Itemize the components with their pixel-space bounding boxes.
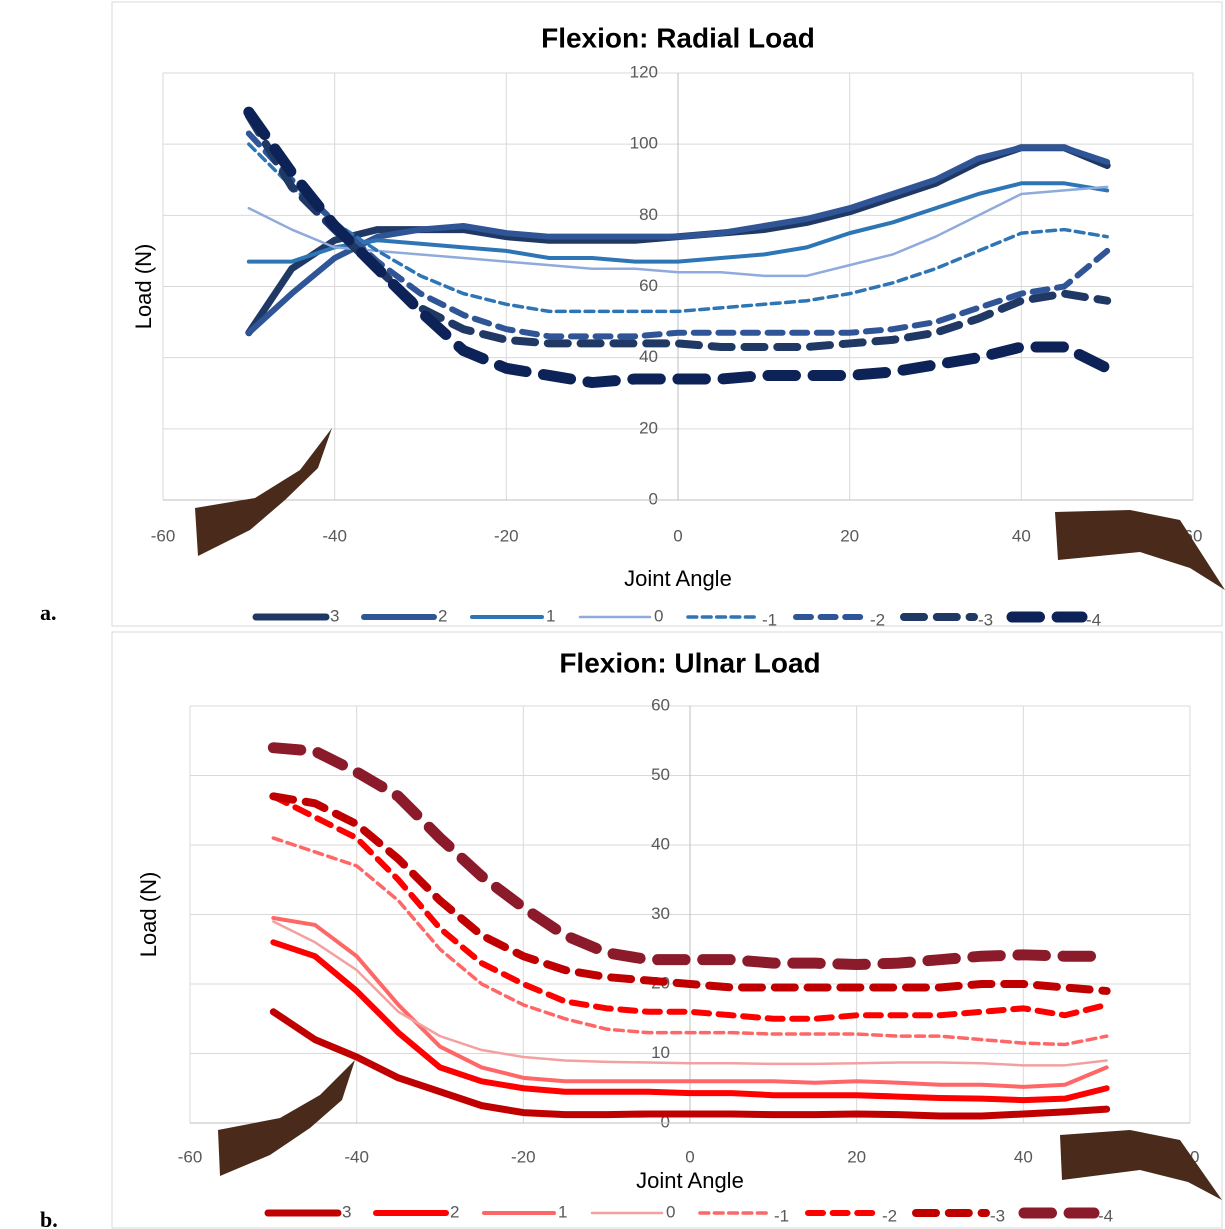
- y-tick-label: 30: [651, 904, 670, 923]
- legend-label: -4: [1086, 610, 1101, 629]
- y-tick-label: 80: [639, 205, 658, 224]
- y-axis-title: Load (N): [136, 872, 161, 958]
- y-tick-label: 40: [651, 834, 670, 853]
- y-tick-label: 0: [649, 489, 658, 508]
- legend-label: 3: [342, 1202, 351, 1221]
- hand-icon: [1055, 510, 1225, 590]
- legend-label: 2: [450, 1202, 459, 1221]
- series-line: [270, 793, 1110, 1022]
- x-tick-label: -60: [178, 1147, 203, 1166]
- x-axis-title: Joint Angle: [636, 1168, 744, 1193]
- series-line: [267, 742, 1113, 971]
- series-line: [247, 185, 1109, 278]
- legend-label: -3: [990, 1206, 1005, 1225]
- y-tick-label: 60: [639, 276, 658, 295]
- y-tick-label: 20: [639, 418, 658, 437]
- y-axis-title: Load (N): [131, 244, 156, 330]
- x-tick-label: 40: [1012, 526, 1031, 545]
- legend-label: -3: [978, 610, 993, 629]
- hand-icon: [195, 428, 332, 556]
- legend-label: -4: [1098, 1206, 1113, 1225]
- y-tick-label: 120: [630, 62, 658, 81]
- legend-label: 3: [330, 606, 339, 625]
- y-tick-label: 50: [651, 765, 670, 784]
- x-tick-label: -40: [344, 1147, 369, 1166]
- legend-label: 0: [654, 606, 663, 625]
- chart-frame: [111, 1, 1223, 627]
- x-tick-label: 40: [1014, 1147, 1033, 1166]
- panel-label: b.: [40, 1207, 58, 1229]
- y-tick-label: 100: [630, 134, 658, 153]
- y-tick-label: 60: [651, 695, 670, 714]
- series-line: [246, 181, 1110, 264]
- x-tick-label: -40: [322, 526, 347, 545]
- panel-label: a.: [40, 600, 57, 625]
- chart-title: Flexion: Ulnar Load: [559, 647, 820, 678]
- series-line: [269, 792, 1111, 995]
- series-line: [272, 920, 1108, 1067]
- y-tick-label: 0: [661, 1112, 670, 1131]
- chart-title: Flexion: Radial Load: [541, 22, 815, 53]
- legend-label: -2: [882, 1206, 897, 1225]
- plots: Flexion: Radial Load a. Joint Angle Load (N…: [40, 22, 1202, 1229]
- series-line: [270, 939, 1110, 1104]
- hand-icon: [1060, 1130, 1222, 1200]
- x-tick-label: -20: [494, 526, 519, 545]
- legend-label: -1: [774, 1206, 789, 1225]
- x-tick-label: 0: [673, 526, 682, 545]
- legend-label: -2: [870, 610, 885, 629]
- y-tick-label: 40: [639, 347, 658, 366]
- series-line: [245, 144, 1111, 336]
- series-line: [243, 106, 1113, 389]
- series-line: [244, 111, 1112, 351]
- series-line: [247, 142, 1109, 314]
- legend-label: 1: [546, 606, 555, 625]
- series-line: [245, 130, 1111, 340]
- legend-label: 2: [438, 606, 447, 625]
- y-tick-label: 10: [651, 1043, 670, 1062]
- x-tick-label: -20: [511, 1147, 536, 1166]
- x-axis-title: Joint Angle: [624, 566, 732, 591]
- x-tick-label: 20: [847, 1147, 866, 1166]
- x-tick-label: -60: [151, 526, 176, 545]
- legend-label: -1: [762, 610, 777, 629]
- series-line: [269, 1008, 1111, 1120]
- hand-icon: [218, 1060, 355, 1176]
- series-line: [271, 836, 1109, 1047]
- legend-label: 0: [666, 1202, 675, 1221]
- legend-label: 1: [558, 1202, 567, 1221]
- x-tick-label: 0: [685, 1147, 694, 1166]
- x-tick-label: 20: [840, 526, 859, 545]
